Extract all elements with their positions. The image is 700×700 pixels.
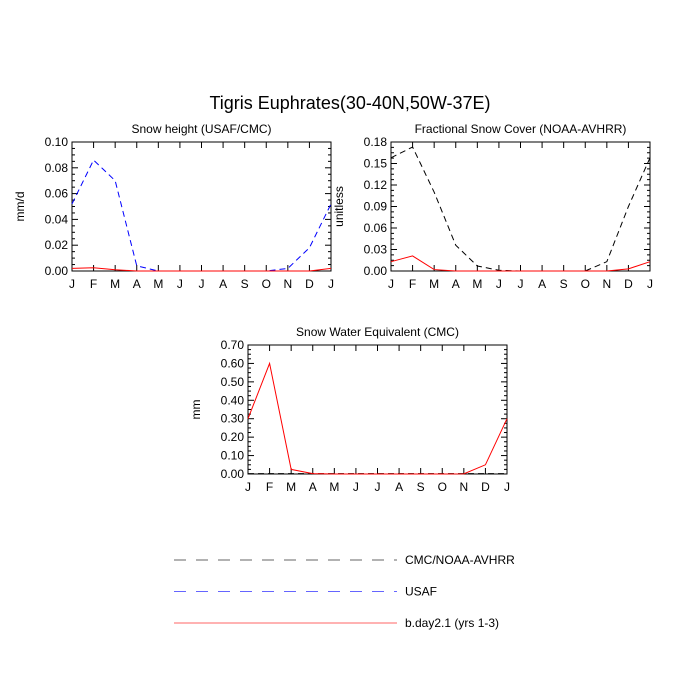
y-tick-label: 0.15: [364, 157, 388, 171]
plot-frame: [71, 141, 332, 272]
series-line: [390, 255, 651, 272]
x-tick-label: J: [328, 277, 334, 291]
x-tick-label: S: [241, 277, 249, 291]
chart-title: Snow height (USAF/CMC): [131, 122, 271, 136]
x-tick-label: D: [624, 277, 633, 291]
x-tick-label: J: [518, 277, 524, 291]
y-tick-label: 0.00: [364, 264, 388, 278]
legend: CMC/NOAA-AVHRR USAF b.day2.1 (yrs 1-3): [174, 553, 515, 630]
x-tick-label: M: [429, 277, 439, 291]
series-line: [390, 146, 651, 272]
x-tick-label: F: [90, 277, 97, 291]
x-tick-label: A: [452, 277, 460, 291]
x-tick-label: M: [153, 277, 163, 291]
legend-item: USAF: [174, 585, 437, 599]
y-tick-label: 0.00: [45, 264, 69, 278]
chart-title: Fractional Snow Cover (NOAA-AVHRR): [415, 122, 627, 136]
y-tick-label: 0.08: [45, 161, 69, 175]
x-tick-label: A: [395, 480, 403, 494]
y-tick-label: 0.20: [221, 430, 245, 444]
x-tick-label: J: [496, 277, 502, 291]
legend-item: CMC/NOAA-AVHRR: [174, 553, 515, 567]
x-tick-label: A: [538, 277, 546, 291]
x-tick-label: N: [459, 480, 468, 494]
x-tick-label: O: [581, 277, 590, 291]
y-axis-label: mm: [189, 400, 203, 420]
x-tick-label: M: [110, 277, 120, 291]
y-axis-label: mm/d: [13, 192, 27, 222]
y-tick-label: 0.12: [364, 178, 388, 192]
x-tick-label: J: [375, 480, 381, 494]
x-tick-label: S: [417, 480, 425, 494]
y-tick-label: 0.04: [45, 212, 69, 226]
x-tick-label: F: [409, 277, 416, 291]
x-tick-label: J: [245, 480, 251, 494]
y-tick-label: 0.06: [45, 187, 69, 201]
legend-label: b.day2.1 (yrs 1-3): [405, 616, 499, 630]
x-tick-label: D: [305, 277, 314, 291]
legend-label: USAF: [405, 585, 437, 599]
x-tick-label: J: [199, 277, 205, 291]
y-tick-label: 0.03: [364, 243, 388, 257]
chart-panel: Fractional Snow Cover (NOAA-AVHRR) unitle…: [332, 122, 653, 291]
x-tick-label: M: [286, 480, 296, 494]
y-tick-label: 0.10: [221, 449, 245, 463]
y-tick-label: 0.02: [45, 238, 69, 252]
legend-item: b.day2.1 (yrs 1-3): [174, 616, 499, 630]
y-tick-label: 0.70: [221, 338, 245, 352]
y-axis-label: unitless: [332, 186, 346, 227]
y-tick-label: 0.00: [221, 467, 245, 481]
x-tick-label: O: [438, 480, 447, 494]
y-tick-label: 0.60: [221, 356, 245, 370]
chart-panel: Snow height (USAF/CMC) mm/d 0.00 0.02 0.04 0.…: [13, 122, 334, 291]
x-tick-label: J: [69, 277, 75, 291]
y-tick-label: 0.30: [221, 412, 245, 426]
y-tick-label: 0.06: [364, 221, 388, 235]
x-tick-label: J: [647, 277, 653, 291]
series-line: [247, 361, 508, 475]
legend-label: CMC/NOAA-AVHRR: [405, 553, 515, 567]
figure-title: Tigris Euphrates(30-40N,50W-37E): [209, 93, 490, 113]
plot-frame: [247, 344, 508, 475]
y-tick-label: 0.09: [364, 200, 388, 214]
chart-panel: Snow Water Equivalent (CMC) mm 0.00 0.10 0.2…: [189, 325, 510, 494]
x-tick-label: J: [388, 277, 394, 291]
series-line: [71, 159, 332, 272]
chart-title: Snow Water Equivalent (CMC): [296, 325, 459, 339]
x-tick-label: F: [266, 480, 273, 494]
y-tick-label: 0.10: [45, 135, 69, 149]
x-tick-label: O: [262, 277, 271, 291]
chart-panels: Snow height (USAF/CMC) mm/d 0.00 0.02 0.04 0.…: [13, 122, 653, 494]
x-tick-label: M: [472, 277, 482, 291]
x-tick-label: A: [133, 277, 141, 291]
x-tick-label: J: [177, 277, 183, 291]
x-tick-label: M: [329, 480, 339, 494]
y-tick-label: 0.50: [221, 375, 245, 389]
x-tick-label: J: [353, 480, 359, 494]
x-tick-label: A: [219, 277, 227, 291]
series-line: [71, 267, 332, 272]
x-tick-label: S: [560, 277, 568, 291]
x-tick-label: N: [283, 277, 292, 291]
x-tick-label: D: [481, 480, 490, 494]
x-tick-label: J: [504, 480, 510, 494]
y-tick-label: 0.18: [364, 135, 388, 149]
x-tick-label: A: [309, 480, 317, 494]
x-tick-label: N: [602, 277, 611, 291]
y-tick-label: 0.40: [221, 393, 245, 407]
